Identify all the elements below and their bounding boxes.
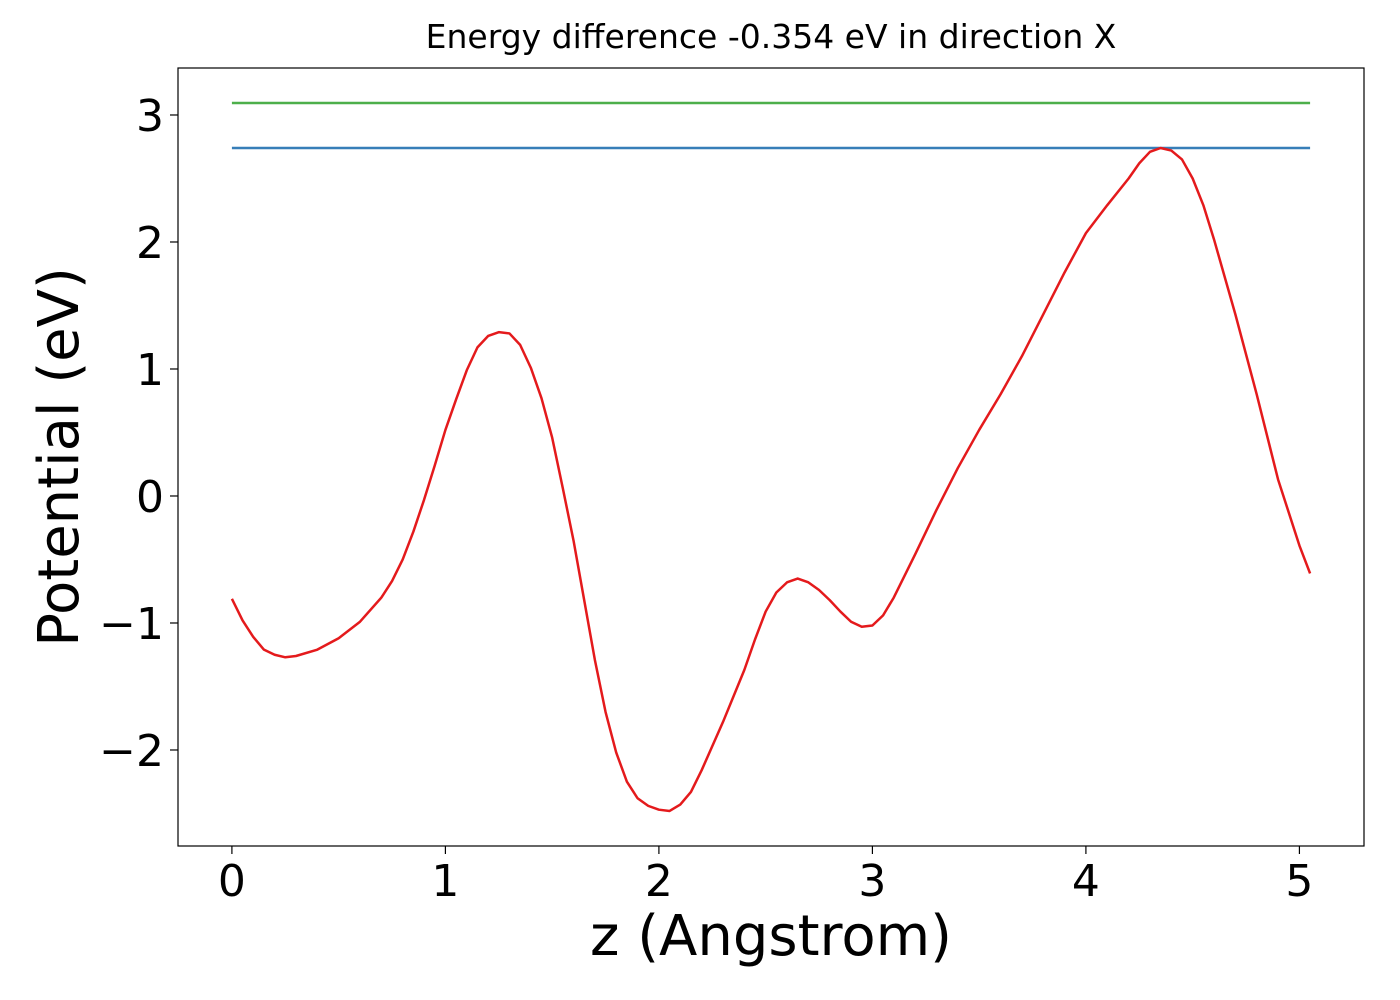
- y-axis-label: Potential (eV): [27, 267, 92, 647]
- x-tick-label: 2: [645, 856, 673, 907]
- y-tick-label: −2: [99, 726, 164, 777]
- x-tick-label: 3: [858, 856, 886, 907]
- y-tick-label: 0: [136, 472, 164, 523]
- chart-title: Energy difference -0.354 eV in direction…: [426, 17, 1117, 56]
- y-tick-label: 1: [136, 345, 164, 396]
- line-series: [230, 146, 1312, 813]
- x-tick-label: 0: [218, 856, 246, 907]
- axes-frame: [177, 67, 1365, 847]
- y-tick-label: 2: [136, 218, 164, 269]
- x-axis-label: z (Angstrom): [590, 904, 952, 969]
- y-tick-label: 3: [136, 91, 164, 142]
- x-tick-label: 5: [1285, 856, 1313, 907]
- y-tick-label: −1: [99, 599, 164, 650]
- x-tick-label: 1: [431, 856, 459, 907]
- x-tick-label: 4: [1072, 856, 1100, 907]
